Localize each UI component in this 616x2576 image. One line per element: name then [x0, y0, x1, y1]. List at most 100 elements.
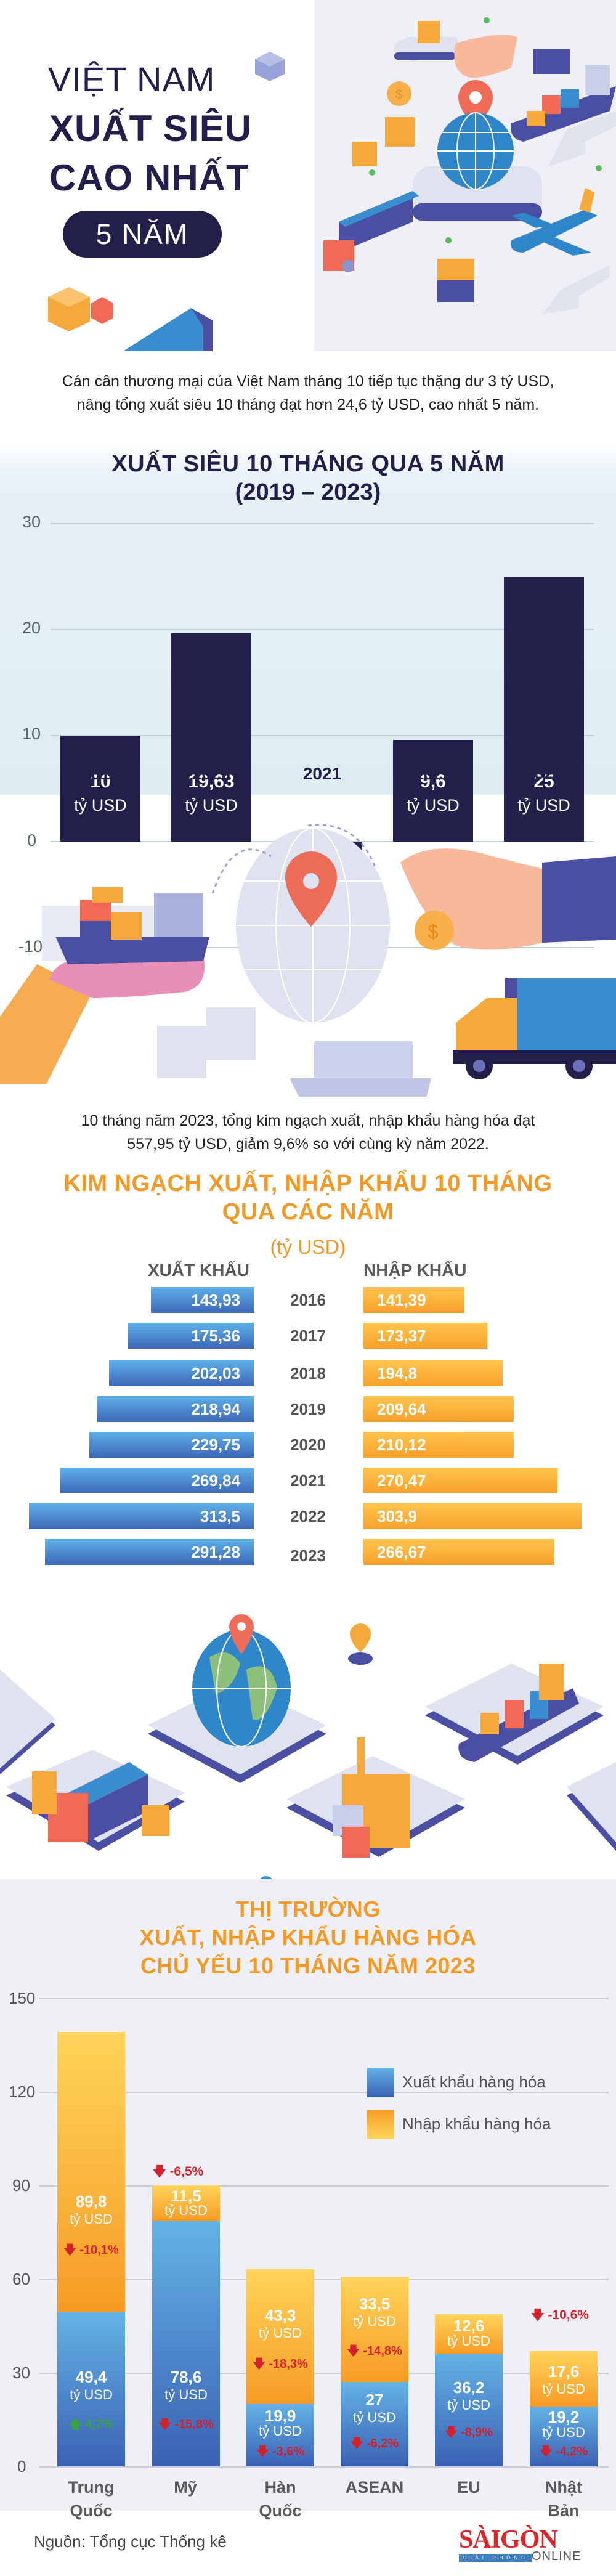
- export-bar: 175,36: [128, 1323, 254, 1349]
- gridline-120: [39, 2092, 609, 2093]
- export-bar: 313,5: [29, 1503, 254, 1529]
- import-bar: 209,64: [363, 1396, 514, 1422]
- summary-paragraph: 10 tháng năm 2023, tổng kim ngạch xuất, …: [0, 1109, 616, 1156]
- column-header-export: XUẤT KHẨU: [148, 1261, 249, 1280]
- x-label-asean: ASEAN: [345, 2478, 404, 2497]
- legend-swatch-export: [367, 2068, 394, 2097]
- export-bar: 229,75: [89, 1432, 254, 1458]
- gridline: [51, 523, 594, 524]
- arrow-down-icon: 🡇: [539, 2445, 553, 2458]
- year-label: 2016: [290, 1291, 326, 1309]
- chart2-row-2020: 229,75 2020 210,12: [0, 1432, 616, 1458]
- legend-label-export: Xuất khẩu hàng hóa: [402, 2073, 546, 2091]
- network-platforms-illustration: [0, 1583, 616, 1890]
- import-segment: 12,6 tỷ USD: [435, 2314, 503, 2354]
- import-segment: 17,6 tỷ USD: [530, 2351, 598, 2407]
- chart2-row-2022: 313,5 2022 303,9: [0, 1503, 616, 1529]
- chart2-row-2023: 291,28 2023 266,67: [0, 1539, 616, 1565]
- arrow-down-icon: 🡇: [63, 2243, 76, 2257]
- x-label-trung-quoc: Trung Quốc: [68, 2478, 115, 2520]
- chart2-row-2018: 202,03 2018 194,8: [0, 1360, 616, 1386]
- chart2-row-2017: 175,36 2017 173,37: [0, 1323, 616, 1349]
- chart2-row-2019: 218,94 2019 209,64: [0, 1396, 616, 1422]
- bar-2020: 19,63 tỷ USD: [171, 633, 251, 842]
- container-icon: [123, 308, 213, 351]
- hero-illustration-panel: $: [314, 0, 616, 351]
- svg-text:$: $: [395, 88, 402, 102]
- gridline-0: [39, 2466, 609, 2468]
- intro-paragraph: Cán cân thương mại của Việt Nam tháng 10…: [0, 370, 616, 416]
- gridline-60: [39, 2279, 609, 2280]
- arrow-down-icon: 🡇: [153, 2164, 166, 2179]
- x-label-han-quoc: Hàn Quốc: [259, 2478, 302, 2520]
- column-header-import: NHẬP KHẨU: [363, 1261, 467, 1280]
- arrow-down-icon: 🡇: [256, 2445, 269, 2458]
- y-tick: 20: [22, 619, 41, 637]
- x-label-2020: 2020: [192, 764, 231, 783]
- arrow-down-icon: 🡇: [444, 2426, 458, 2439]
- import-bar: 266,67: [363, 1539, 554, 1565]
- y-tick: 30: [22, 513, 41, 531]
- bar-trung-quoc: 89,8 tỷ USD 🡇 -10,1% 49,4 tỷ USD 🡅 4,7%: [57, 2032, 125, 2466]
- box-icon: [255, 52, 285, 81]
- chart1-title: XUẤT SIÊU 10 THÁNG QUA 5 NĂM: [111, 451, 505, 477]
- year-label: 2018: [290, 1364, 326, 1383]
- year-label: 2019: [290, 1400, 326, 1418]
- chart1-x-axis: 2019 2020 2021 2022 2023: [0, 444, 616, 795]
- import-segment: 89,8 tỷ USD 🡇 -10,1%: [57, 2032, 125, 2312]
- arrow-down-icon: 🡇: [347, 2344, 360, 2358]
- hero-title-line2: XUẤT SIÊU: [49, 108, 253, 149]
- arrow-down-icon: 🡇: [253, 2357, 265, 2371]
- chart3-title-line1: THỊ TRƯỜNG: [235, 1896, 381, 1922]
- summary-line-2: 557,95 tỷ USD, giảm 9,6% so với cùng kỳ …: [127, 1136, 489, 1153]
- bar-asean: 33,5 tỷ USD 🡇 -14,8% 27 tỷ USD 🡇 -6,2%: [341, 2277, 408, 2466]
- legend-label-import: Nhập khẩu hàng hóa: [402, 2115, 551, 2133]
- hero-title-line1: VIỆT NAM: [48, 60, 216, 99]
- import-segment: 11,5 tỷ USD: [152, 2185, 220, 2221]
- chart2-row-2016: 143,93 2016 141,39: [0, 1287, 616, 1313]
- x-label-eu: EU: [457, 2478, 480, 2497]
- isometric-logistics-network-illustration: [0, 1614, 616, 1890]
- arrow-up-icon: 🡅: [69, 2418, 82, 2431]
- year-label: 2021: [290, 1471, 326, 1490]
- import-change-nhat-ban: 🡇 -10,6%: [531, 2308, 589, 2322]
- bar-nhat-ban: 17,6 tỷ USD 19,2 tỷ USD 🡇 -4,2%: [530, 2351, 598, 2466]
- x-label-my: Mỹ: [174, 2478, 197, 2497]
- svg-text:$: $: [428, 920, 439, 943]
- y-tick: 120: [9, 2082, 36, 2101]
- y-tick: 10: [22, 725, 41, 743]
- year-label: 2022: [290, 1507, 326, 1526]
- export-segment: 78,6 tỷ USD 🡇 -15,8%: [152, 2221, 220, 2466]
- gridline-90: [39, 2185, 609, 2187]
- logo-online: ONLINE: [532, 2550, 582, 2563]
- export-segment: 19,9 tỷ USD 🡇 -3,6%: [246, 2404, 314, 2466]
- gridline: [51, 735, 594, 736]
- bar-han-quoc: 43,3 tỷ USD 🡇 -18,3% 19,9 tỷ USD 🡇 -3,6%: [246, 2269, 314, 2466]
- year-label: 2023: [290, 1546, 326, 1565]
- y-tick: 150: [9, 1989, 36, 2007]
- chart1-subtitle: (2019 – 2023): [235, 479, 381, 505]
- import-bar: 303,9: [363, 1503, 582, 1529]
- arrow-down-icon: 🡇: [350, 2437, 363, 2450]
- export-bar: 218,94: [97, 1396, 254, 1422]
- chart3-title-line3: CHỦ YẾU 10 THÁNG NĂM 2023: [140, 1953, 476, 1978]
- import-segment: 33,5 tỷ USD 🡇 -14,8%: [341, 2277, 408, 2382]
- chart3-title-line2: XUẤT, NHẬP KHẨU HÀNG HÓA: [139, 1925, 477, 1950]
- export-bar: 143,93: [151, 1287, 254, 1313]
- source-note: Nguồn: Tổng cục Thống kê: [34, 2532, 227, 2551]
- x-label-2021: 2021: [302, 764, 342, 783]
- logistics-globe-illustration: $: [323, 17, 616, 314]
- boxes-icon: [48, 287, 113, 331]
- gridline: [51, 629, 594, 630]
- arrow-down-icon: 🡇: [531, 2308, 545, 2322]
- trade-hands-illustration: $: [0, 813, 616, 1103]
- hands-globe-ship-truck-illustration: $: [0, 824, 616, 1103]
- bar-2019: 10 tỷ USD: [60, 736, 140, 842]
- legend-swatch-import: [367, 2110, 394, 2139]
- import-bar: 270,47: [363, 1468, 557, 1493]
- y-tick: -10: [18, 937, 43, 956]
- hero-section: $: [0, 0, 616, 351]
- y-tick: 30: [12, 2363, 30, 2382]
- import-bar: 210,12: [363, 1432, 514, 1458]
- arrow-down-icon: 🡇: [158, 2418, 171, 2431]
